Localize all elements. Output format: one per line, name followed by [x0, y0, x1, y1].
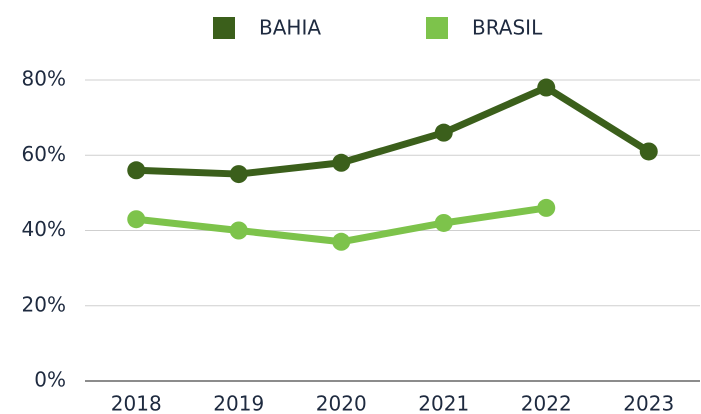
- y-tick-label: 20%: [22, 292, 66, 316]
- data-point: [332, 232, 351, 251]
- data-point: [127, 210, 146, 229]
- x-tick-label: 2023: [623, 392, 674, 414]
- data-point: [639, 142, 658, 161]
- y-tick-label: 0%: [34, 368, 66, 392]
- x-tick-label: 2022: [521, 392, 572, 414]
- y-tick-label: 80%: [22, 67, 66, 91]
- x-tick-label: 2018: [111, 392, 162, 414]
- data-point: [332, 153, 351, 172]
- x-tick-label: 2019: [213, 392, 264, 414]
- x-tick-label: 2020: [316, 392, 367, 414]
- data-point: [537, 78, 556, 97]
- legend-swatch: [426, 17, 448, 39]
- data-point: [229, 165, 248, 184]
- data-point: [229, 221, 248, 240]
- data-point: [434, 123, 453, 142]
- y-tick-label: 40%: [22, 217, 66, 241]
- data-point: [537, 198, 556, 217]
- legend-label: BRASIL: [472, 16, 543, 40]
- legend-swatch: [213, 17, 235, 39]
- series-line: [136, 84, 651, 178]
- legend-label: BAHIA: [259, 16, 321, 40]
- y-tick-label: 60%: [22, 142, 66, 166]
- data-point: [434, 213, 453, 232]
- x-tick-label: 2021: [418, 392, 469, 414]
- data-point: [127, 161, 146, 180]
